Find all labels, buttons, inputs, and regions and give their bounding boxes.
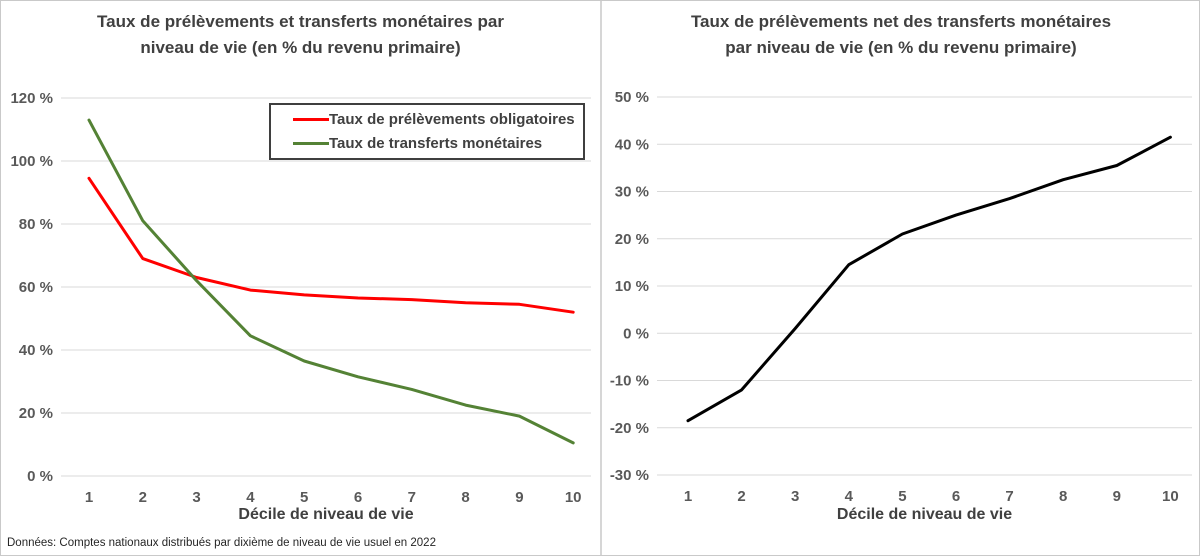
- svg-text:10 %: 10 %: [615, 278, 649, 295]
- svg-text:80 %: 80 %: [19, 216, 53, 233]
- right-chart-panel: Taux de prélèvements net des transferts …: [602, 1, 1199, 555]
- svg-text:2: 2: [139, 489, 147, 506]
- left-chart-title-line1: Taux de prélèvements et transferts monét…: [97, 12, 504, 31]
- left-chart-title-line2: niveau de vie (en % du revenu primaire): [140, 38, 461, 58]
- red-line-swatch-icon: [293, 118, 329, 122]
- right-chart-title: Taux de prélèvements net des transferts …: [602, 9, 1199, 62]
- svg-text:60 %: 60 %: [19, 279, 53, 296]
- green-line-swatch-icon: [293, 141, 329, 145]
- svg-text:30 %: 30 %: [615, 184, 649, 201]
- svg-text:2: 2: [737, 488, 745, 505]
- svg-text:10: 10: [1162, 488, 1179, 505]
- svg-text:5: 5: [898, 488, 906, 505]
- right-chart-title-line1: Taux de prélèvements net des transferts …: [690, 12, 1112, 31]
- svg-text:7: 7: [408, 489, 416, 506]
- svg-text:-10 %: -10 %: [610, 373, 649, 390]
- legend-label-prelevements: Taux de prélèvements obligatoires: [329, 111, 575, 129]
- left-x-axis-title: Décile de niveau de vie: [238, 506, 414, 523]
- right-chart-title-line2: par niveau de vie (en % du revenu primai…: [725, 38, 1077, 58]
- svg-text:9: 9: [1113, 488, 1121, 505]
- svg-text:8: 8: [1059, 488, 1067, 505]
- svg-text:6: 6: [952, 488, 960, 505]
- left-chart-plot: 0 % 20 % 40 % 60 % 80 % 100 % 120 % 1 2 3 4 5 6 7 8 9 10: [10, 90, 591, 506]
- svg-text:0 %: 0 %: [623, 325, 649, 342]
- left-chart-panel: Taux de prélèvements et transferts monét…: [1, 1, 602, 555]
- right-x-axis-title: Décile de niveau de vie: [836, 506, 1013, 523]
- svg-text:5: 5: [300, 489, 308, 506]
- svg-text:1: 1: [684, 488, 692, 505]
- svg-text:40 %: 40 %: [19, 342, 53, 359]
- svg-text:1: 1: [85, 489, 93, 506]
- svg-text:-20 %: -20 %: [610, 420, 649, 437]
- svg-text:50 %: 50 %: [615, 89, 649, 106]
- svg-text:120 %: 120 %: [10, 90, 53, 107]
- svg-text:9: 9: [515, 489, 523, 506]
- data-source-footnote: Données: Comptes nationaux distribués pa…: [7, 537, 436, 549]
- svg-text:4: 4: [246, 489, 255, 506]
- svg-text:6: 6: [354, 489, 362, 506]
- svg-text:7: 7: [1005, 488, 1013, 505]
- svg-text:40 %: 40 %: [615, 136, 649, 153]
- svg-text:-30 %: -30 %: [610, 467, 649, 484]
- svg-text:4: 4: [845, 488, 854, 505]
- legend-label-transferts: Taux de transferts monétaires: [329, 134, 543, 152]
- legend-item-transferts: Taux de transferts monétaires: [293, 135, 583, 152]
- right-chart-plot: -30 % -20 % -10 % 0 % 10 % 20 % 30 % 40 % 50 % 1 2…: [610, 89, 1192, 505]
- left-chart-legend: Taux de prélèvements obligatoires Taux d…: [269, 103, 585, 160]
- legend-item-prelevements: Taux de prélèvements obligatoires: [293, 111, 583, 128]
- svg-text:20 %: 20 %: [615, 231, 649, 248]
- svg-text:3: 3: [192, 489, 200, 506]
- svg-text:0 %: 0 %: [27, 468, 53, 485]
- svg-text:100 %: 100 %: [10, 153, 53, 170]
- svg-text:8: 8: [461, 489, 469, 506]
- svg-text:10: 10: [565, 489, 582, 506]
- svg-text:20 %: 20 %: [19, 405, 53, 422]
- svg-text:3: 3: [791, 488, 799, 505]
- left-chart-title: Taux de prélèvements et transferts monét…: [1, 9, 600, 62]
